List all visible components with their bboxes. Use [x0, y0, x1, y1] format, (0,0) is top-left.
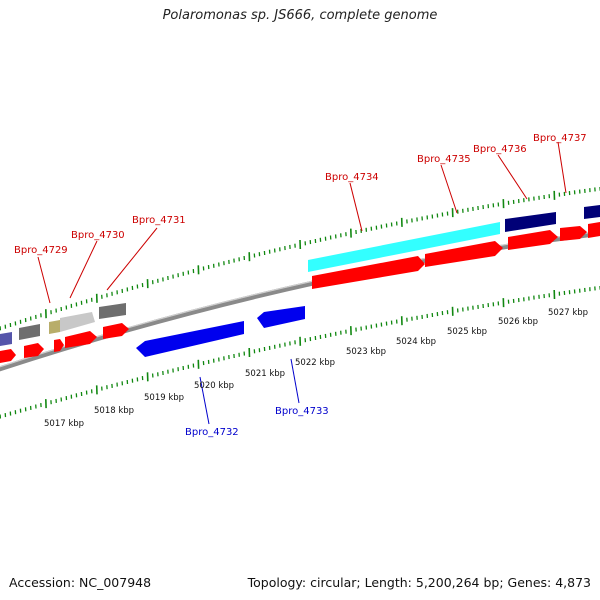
forward-gene-labels: Bpro_4729 Bpro_4730 Bpro_4731 Bpro_4734 …	[14, 133, 587, 256]
forward-gene-track	[0, 222, 600, 363]
page-title: Polaromonas sp. JS666, complete genome	[162, 8, 438, 23]
reverse-gene-track	[136, 306, 305, 357]
feature-block	[60, 312, 95, 332]
leader-line	[440, 164, 458, 214]
gene-label-leaders	[37, 141, 567, 425]
gene-label[interactable]: Bpro_4737	[533, 133, 587, 144]
leader-line	[349, 182, 363, 232]
gene-label[interactable]: Bpro_4729	[14, 245, 68, 256]
leader-line	[37, 256, 51, 304]
forward-gene-arrow	[560, 226, 587, 241]
ruler-label: 5024 kbp	[396, 337, 436, 347]
reverse-gene-labels: Bpro_4732 Bpro_4733	[185, 406, 329, 438]
feature-block-dark	[584, 205, 600, 219]
genome-backbone	[0, 230, 600, 372]
feature-block	[0, 332, 12, 346]
ruler-label: 5017 kbp	[44, 419, 84, 429]
forward-gene-arrow	[425, 241, 503, 267]
feature-block	[49, 320, 60, 334]
ruler-label: 5026 kbp	[498, 317, 538, 327]
reverse-gene-arrow	[136, 321, 244, 357]
genome-stats-label: Topology: circular; Length: 5,200,264 bp…	[247, 575, 591, 590]
gene-label[interactable]: Bpro_4733	[275, 406, 329, 417]
gene-label[interactable]: Bpro_4735	[417, 154, 471, 165]
forward-gene-arrow	[65, 331, 97, 348]
ruler-label: 5018 kbp	[94, 406, 134, 416]
feature-block-dark	[505, 212, 556, 232]
feature-block	[99, 303, 126, 319]
forward-gene-arrow	[312, 256, 425, 289]
feature-track-upper	[0, 205, 600, 346]
ruler-label: 5023 kbp	[346, 347, 386, 357]
leader-line	[199, 376, 210, 425]
gene-label[interactable]: Bpro_4730	[71, 230, 125, 241]
ruler-label: 5027 kbp	[548, 308, 588, 318]
gene-label[interactable]: Bpro_4736	[473, 144, 527, 155]
genome-backbone-highlight	[0, 230, 600, 368]
forward-gene-arrow	[588, 222, 600, 238]
gene-label[interactable]: Bpro_4731	[132, 215, 186, 226]
forward-gene-arrow	[54, 339, 64, 352]
forward-gene-arrow	[0, 349, 16, 363]
ruler-label: 5020 kbp	[194, 381, 234, 391]
gene-label[interactable]: Bpro_4732	[185, 427, 239, 438]
leader-line	[69, 240, 98, 299]
reverse-gene-arrow	[257, 306, 305, 328]
gene-label[interactable]: Bpro_4734	[325, 172, 379, 183]
feature-block-highlight	[308, 222, 500, 272]
ruler-label: 5019 kbp	[144, 393, 184, 403]
lower-tick-row	[0, 285, 600, 419]
leader-line	[557, 141, 567, 194]
feature-block	[19, 324, 40, 340]
ruler-label: 5022 kbp	[295, 358, 335, 368]
leader-line	[497, 154, 528, 200]
leader-line	[290, 358, 300, 404]
upper-tick-row	[0, 186, 600, 331]
accession-label: Accession: NC_007948	[9, 575, 152, 590]
forward-gene-arrow	[24, 343, 44, 358]
ruler-label: 5021 kbp	[245, 369, 285, 379]
ruler-label: 5025 kbp	[447, 327, 487, 337]
forward-gene-arrow	[103, 323, 129, 339]
ruler-labels: 5017 kbp 5018 kbp 5019 kbp 5020 kbp 5021…	[44, 308, 588, 429]
forward-gene-arrow	[508, 230, 558, 250]
leader-line	[106, 227, 158, 291]
